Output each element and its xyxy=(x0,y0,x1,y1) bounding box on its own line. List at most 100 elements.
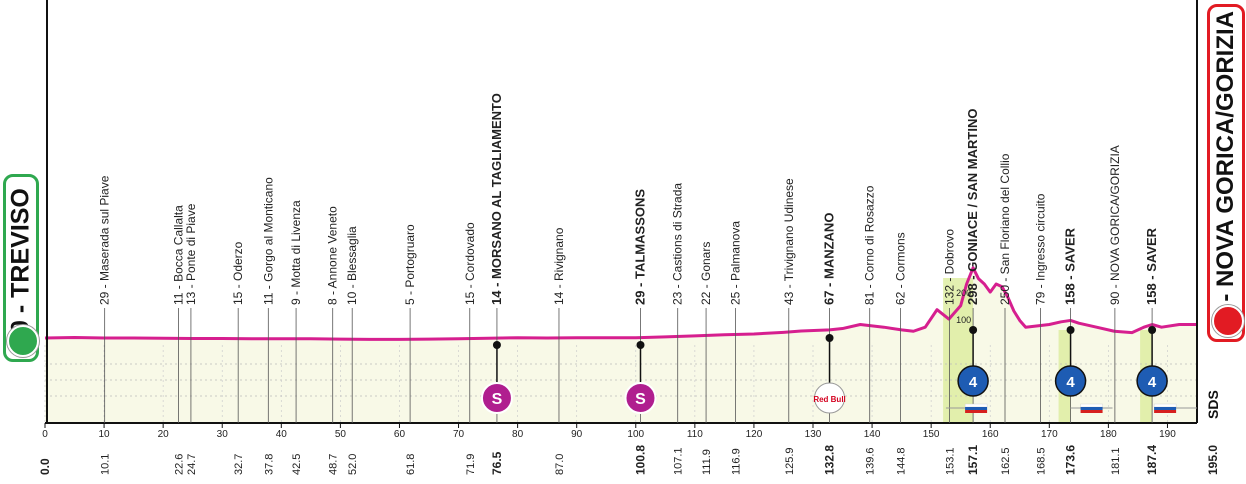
place-km-label: 125.9 xyxy=(784,447,796,475)
place-label: 250 - San Floriano del Collio xyxy=(998,153,1012,305)
place-km-label: 157.1 xyxy=(966,445,980,475)
place-label: 9 - Motta di Livenza xyxy=(289,200,303,305)
climb-dot xyxy=(969,326,978,334)
place-label: 13 - Ponte di Piave xyxy=(184,203,198,305)
place-km-label: 173.6 xyxy=(1064,445,1078,475)
place-label: 29 - TALMASSONS xyxy=(632,189,647,305)
place-label: 15 - Cordovado xyxy=(463,222,477,305)
slovenia-flag-stripe xyxy=(1080,407,1103,410)
sprint-dot xyxy=(492,341,501,349)
y-tick-label: 100 xyxy=(956,315,971,325)
place-label: 10 - Blessaglia xyxy=(345,226,359,305)
x-tick-label: 0 xyxy=(42,429,48,440)
x-tick-label: 60 xyxy=(394,429,406,440)
bonus-dot xyxy=(825,334,834,342)
x-tick-label: 150 xyxy=(923,429,940,440)
x-tick-label: 40 xyxy=(276,429,288,440)
slovenia-flag-stripe xyxy=(1080,410,1103,413)
place-label: 15 - Oderzo xyxy=(231,241,245,305)
red-bull-logo xyxy=(814,382,846,414)
place-km-label: 52.0 xyxy=(347,454,359,475)
place-label: 5 - Portogruaro xyxy=(403,224,417,305)
place-label: 62 - Cormons xyxy=(893,232,907,305)
x-tick-label: 100 xyxy=(627,429,644,440)
start-km-label: 0.0 xyxy=(38,458,52,475)
climb-category-label: 4 xyxy=(969,374,978,391)
sds-logo: SDS xyxy=(1205,390,1221,419)
place-km-label: 162.5 xyxy=(1000,447,1012,475)
place-label: 158 - SAVER xyxy=(1063,227,1078,305)
place-label: 43 - Trivignano Udinese xyxy=(782,178,796,305)
finish-km-label: 195.0 xyxy=(1206,445,1220,475)
place-label: 81 - Corno di Rosazzo xyxy=(863,185,877,305)
x-tick-label: 170 xyxy=(1041,429,1058,440)
place-label: 90 - NOVA GORICA/GORIZIA xyxy=(1108,145,1122,305)
place-label: 14 - MORSANO AL TAGLIAMENTO xyxy=(489,93,504,305)
place-label: 29 - Maserada sul Piave xyxy=(98,175,112,305)
sprint-marker xyxy=(480,382,513,414)
x-tick-label: 50 xyxy=(335,429,347,440)
place-label: 25 - Palmanova xyxy=(729,221,743,305)
place-label: 8 - Annone Veneto xyxy=(326,206,340,305)
slovenia-flag-stripe xyxy=(1080,403,1103,408)
place-km-label: 107.1 xyxy=(673,447,685,475)
place-km-label: 37.8 xyxy=(263,454,275,475)
climb-dot xyxy=(1148,326,1157,334)
place-label: 22 - Gonars xyxy=(699,242,713,305)
place-label: 14 - Rivignano xyxy=(552,227,566,305)
place-label: 23 - Castions di Strada xyxy=(671,183,685,305)
start-bike-icon xyxy=(7,325,39,357)
climb-category-marker xyxy=(1054,365,1087,397)
place-km-label: 76.5 xyxy=(490,451,504,475)
place-label: 79 - Ingresso circuito xyxy=(1033,193,1047,305)
place-km-label: 32.7 xyxy=(233,454,245,475)
slovenia-flag-stripe xyxy=(965,407,988,410)
finish-label: 90 - NOVA GORICA/GORIZIA xyxy=(1212,10,1239,336)
bonus-label: Red Bull xyxy=(813,395,845,404)
slovenia-flag-stripe xyxy=(1153,403,1177,408)
slovenia-flag-stripe xyxy=(1154,410,1177,413)
place-label: 158 - SAVER xyxy=(1144,227,1159,305)
slovenia-flag-stripe xyxy=(1154,407,1177,410)
climb-category-label: 4 xyxy=(1148,374,1157,391)
place-km-label: 24.7 xyxy=(186,454,198,475)
profile-area xyxy=(45,267,1197,423)
x-tick-label: 160 xyxy=(982,429,999,440)
place-km-label: 144.8 xyxy=(895,447,907,475)
y-tick-label: 200 xyxy=(956,288,971,298)
sprint-marker xyxy=(624,382,657,414)
climb-category-marker xyxy=(1136,365,1168,397)
place-km-label: 153.1 xyxy=(944,447,956,475)
x-tick-label: 130 xyxy=(805,429,822,440)
sprint-symbol: S xyxy=(635,391,646,408)
place-km-label: 42.5 xyxy=(291,454,303,475)
place-km-label: 116.9 xyxy=(731,448,743,475)
x-tick-label: 10 xyxy=(99,429,111,440)
place-km-label: 100.8 xyxy=(633,445,647,475)
climb-category-marker xyxy=(957,365,989,397)
x-tick-label: 120 xyxy=(746,429,763,440)
place-label: 132 - Dobrovo xyxy=(942,229,956,305)
place-km-label: 10.1 xyxy=(100,454,112,475)
place-label: 11 - Gorgo al Monticano xyxy=(261,177,275,305)
climb-dot xyxy=(1066,326,1075,334)
place-km-label: 181.1 xyxy=(1110,447,1122,475)
x-tick-label: 140 xyxy=(864,429,881,440)
sprint-symbol: S xyxy=(492,391,503,408)
sprint-dot xyxy=(636,341,645,349)
start-badge: 20 - TREVISO xyxy=(3,174,39,362)
x-tick-label: 180 xyxy=(1100,429,1117,440)
finish-badge: 90 - NOVA GORICA/GORIZIA xyxy=(1207,4,1245,342)
x-tick-label: 190 xyxy=(1159,429,1176,440)
finish-bike-icon xyxy=(1212,305,1244,337)
climb-segment xyxy=(943,278,974,423)
x-tick-label: 80 xyxy=(512,429,524,440)
x-tick-label: 30 xyxy=(217,429,229,440)
place-km-label: 139.6 xyxy=(865,447,877,475)
place-km-label: 132.8 xyxy=(823,445,837,475)
x-tick-label: 20 xyxy=(158,429,170,440)
climb-category-label: 4 xyxy=(1066,374,1075,391)
place-km-label: 22.6 xyxy=(174,454,186,475)
